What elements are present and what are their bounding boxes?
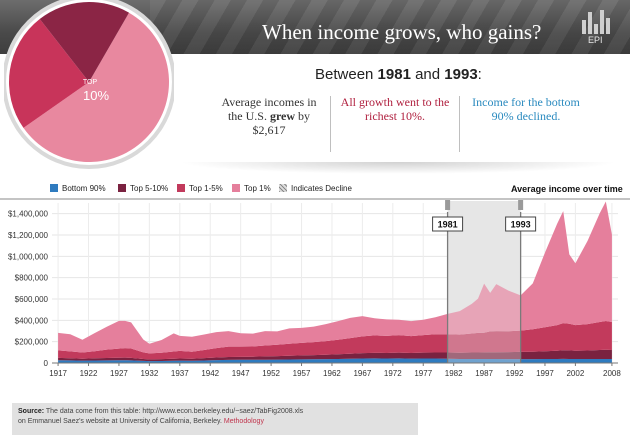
subhead-year-start: 1981 [377,66,411,83]
income-area-chart: 0 $200,000 $400,000 $600,000 $800,000 $1,000,… [0,198,630,386]
legend-label-top5-10: Top 5-10% [130,184,169,193]
y-tick-label: $200,000 [15,338,49,347]
x-tick-label: 1972 [384,369,402,378]
stat-bottom-decline: Income for the bottom 90% declined. [462,95,590,123]
area-top5-10 [58,349,612,362]
marker-label-1993: 1993 [511,220,531,230]
legend-decline[interactable]: Indicates Decline [279,184,352,193]
y-tick-label: 0 [44,359,49,368]
source-label: Source: [18,408,45,415]
stat2-line1: All growth went to the [340,95,450,109]
stat3-line1: Income for the bottom [472,95,580,109]
legend-top5-10[interactable]: Top 5-10% [118,184,168,193]
marker-handle-1993 [518,200,524,210]
area-bottom90 [58,358,612,363]
x-tick-label: 1967 [353,369,371,378]
y-tick-label: $800,000 [15,274,49,283]
marker-handle-1981 [445,200,451,210]
y-tick-label: $1,200,000 [8,231,49,240]
stat1-line3: $2,617 [252,123,286,137]
x-tick-label: 1997 [536,369,554,378]
subhead-suffix: : [477,66,482,83]
x-tick-label: 2002 [566,369,584,378]
source-line1: The data come from this table: http://ww… [45,408,304,415]
stat1-line1: Average incomes in [221,95,317,109]
y-tick-label: $1,000,000 [8,252,49,261]
x-tick-label: 1932 [140,369,158,378]
money-background [150,0,630,54]
x-tick-label: 1937 [171,369,189,378]
legend-label-top1-5: Top 1-5% [189,184,223,193]
source-note: Source: The data come from this table: h… [12,403,418,435]
pie-label-top: TOP [83,79,98,86]
area-top1 [58,201,612,354]
marker-label-1981: 1981 [438,220,458,230]
x-tick-label: 2008 [603,369,621,378]
x-tick-label: 1962 [323,369,341,378]
legend-label-bottom90: Bottom 90% [62,184,106,193]
y-tick-label: $400,000 [15,316,49,325]
stat1-post: by [298,109,311,123]
x-tick-label: 1942 [201,369,219,378]
subhead-prefix: Between [315,66,374,83]
stat2-line2: richest 10%. [365,109,425,123]
x-tick-label: 1917 [49,369,67,378]
stat-average-growth: Average incomes in the U.S. grew by $2,6… [210,95,328,137]
divider-1 [330,96,331,152]
legend-swatch-top1 [232,184,240,192]
epi-logo[interactable]: EPI [578,10,618,46]
legend-swatch-bottom90 [50,184,58,192]
legend-swatch-top1-5 [177,184,185,192]
pie-slice-top5-10 [39,2,129,83]
period-subhead: Between 1981 and 1993: [315,66,482,83]
chart-title: Average income over time [511,184,623,194]
x-tick-label: 1952 [262,369,280,378]
divider-2 [459,96,460,152]
legend-top1[interactable]: Top 1% [232,184,271,193]
pie-slice-top1-5 [8,18,89,128]
bar-chart-icon [582,10,614,34]
x-tick-label: 1922 [80,369,98,378]
legend-label-decline: Indicates Decline [291,184,352,193]
stat-richest-growth: All growth went to the richest 10%. [334,95,456,123]
page-title: When income grows, who gains? [262,20,542,44]
x-tick-label: 1947 [232,369,250,378]
stat1-bold: grew [269,109,296,123]
pie-slice-top1 [23,12,170,162]
stat1-pre: the U.S. [227,109,267,123]
pie-label-value: 10% [83,88,109,103]
legend-top1-5[interactable]: Top 1-5% [177,184,223,193]
top10-pie: TOP 10% [2,0,176,172]
y-tick-label: $600,000 [15,295,49,304]
area-top1-5 [58,320,612,360]
x-tick-label: 1957 [293,369,311,378]
subhead-mid: and [415,66,441,83]
x-tick-label: 1992 [506,369,524,378]
legend-swatch-decline [279,184,287,192]
marker-box-1993 [505,216,537,232]
x-tick-label: 1927 [110,369,128,378]
stat3-line2: 90% declined. [491,109,561,123]
source-line2: on Emmanuel Saez's website at University… [18,418,222,425]
subhead-year-end: 1993 [444,66,478,83]
legend-label-top1: Top 1% [244,184,271,193]
stat1-line2: the U.S. grew by [210,109,328,123]
marker-box-1981 [432,216,464,232]
logo-label: EPI [588,35,603,45]
methodology-link[interactable]: Methodology [223,418,264,425]
x-tick-label: 1977 [414,369,432,378]
panel-shadow [178,162,618,174]
legend-swatch-top5-10 [118,184,126,192]
y-tick-label: $1,400,000 [8,210,49,219]
x-tick-label: 1982 [445,369,463,378]
x-tick-label: 1987 [475,369,493,378]
legend-bottom90[interactable]: Bottom 90% [50,184,106,193]
